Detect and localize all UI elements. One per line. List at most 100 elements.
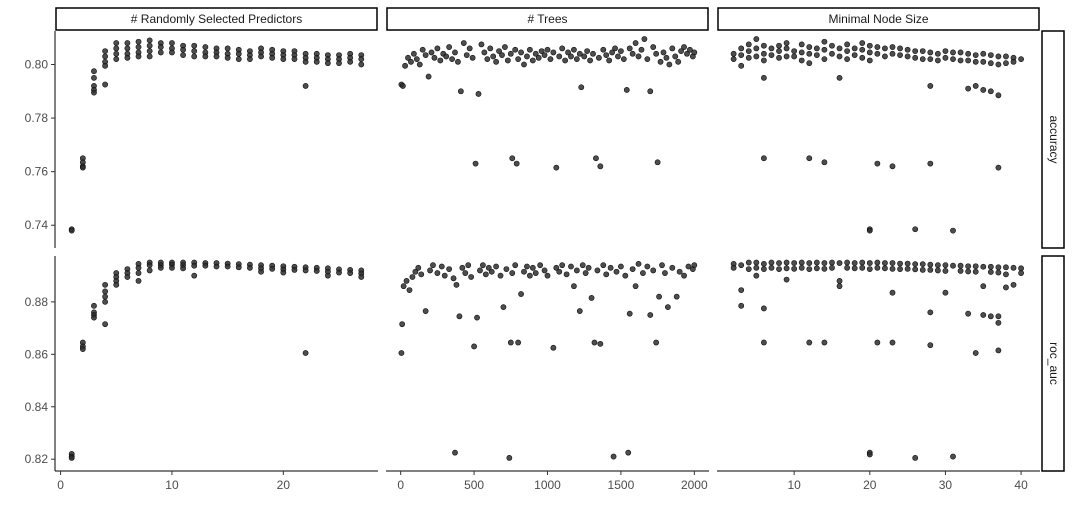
- data-point-accuracy-trees: [654, 159, 661, 166]
- facet-row-label: accuracy: [1047, 115, 1061, 163]
- data-point-accuracy-trees: [684, 50, 690, 57]
- data-point-accuracy-randomly-selected-predictors: [102, 53, 109, 60]
- data-point-roc-auc-minimal-node-size: [1003, 264, 1009, 271]
- data-point-roc-auc-randomly-selected-predictors: [313, 268, 320, 274]
- data-point-accuracy-minimal-node-size: [1003, 53, 1009, 60]
- data-point-accuracy-randomly-selected-predictors: [113, 40, 120, 46]
- data-point-roc-auc-trees: [607, 264, 614, 271]
- data-point-roc-auc-minimal-node-size: [866, 266, 873, 273]
- data-point-accuracy-minimal-node-size: [1018, 56, 1024, 63]
- data-point-roc-auc-trees: [559, 262, 566, 269]
- x-tick-label: 20: [863, 478, 877, 492]
- data-point-accuracy-minimal-node-size: [912, 48, 919, 54]
- x-tick-label: 10: [787, 478, 801, 492]
- data-point-accuracy-randomly-selected-predictors: [79, 164, 86, 171]
- data-point-roc-auc-minimal-node-size: [821, 260, 828, 266]
- data-point-accuracy-minimal-node-size: [798, 49, 805, 56]
- data-point-roc-auc-trees: [398, 350, 405, 356]
- data-point-accuracy-randomly-selected-predictors: [191, 48, 198, 54]
- data-point-accuracy-trees: [618, 48, 624, 54]
- data-point-roc-auc-trees: [422, 308, 429, 314]
- data-point-accuracy-minimal-node-size: [912, 226, 919, 233]
- data-point-roc-auc-trees: [588, 295, 595, 301]
- data-point-accuracy-trees: [507, 50, 514, 57]
- data-point-accuracy-randomly-selected-predictors: [68, 227, 75, 234]
- data-point-accuracy-minimal-node-size: [927, 83, 934, 89]
- data-point-roc-auc-trees: [597, 340, 604, 347]
- data-point-roc-auc-trees: [629, 266, 636, 273]
- x-tick-label: 0: [57, 478, 64, 492]
- data-point-accuracy-minimal-node-size: [927, 160, 934, 167]
- x-tick-label: 2000: [681, 478, 708, 492]
- data-point-accuracy-minimal-node-size: [934, 57, 941, 64]
- data-point-accuracy-minimal-node-size: [897, 45, 903, 52]
- data-point-accuracy-minimal-node-size: [783, 53, 790, 60]
- data-point-accuracy-randomly-selected-predictors: [358, 56, 365, 63]
- x-tick-label: 10: [165, 478, 179, 492]
- data-point-accuracy-minimal-node-size: [972, 83, 979, 89]
- data-point-accuracy-minimal-node-size: [791, 53, 798, 60]
- data-point-accuracy-minimal-node-size: [791, 48, 798, 54]
- data-point-roc-auc-minimal-node-size: [972, 263, 979, 270]
- data-point-accuracy-trees: [499, 52, 505, 59]
- data-point-roc-auc-trees: [479, 262, 486, 269]
- data-point-accuracy-trees: [408, 58, 414, 65]
- data-point-accuracy-trees: [472, 160, 479, 167]
- data-point-roc-auc-trees: [468, 274, 475, 280]
- data-point-roc-auc-minimal-node-size: [851, 265, 858, 272]
- data-point-roc-auc-minimal-node-size: [745, 259, 752, 266]
- data-point-accuracy-trees: [578, 84, 585, 91]
- data-point-accuracy-minimal-node-size: [813, 52, 820, 59]
- data-point-roc-auc-randomly-selected-predictors: [91, 314, 97, 321]
- data-point-roc-auc-randomly-selected-predictors: [102, 298, 109, 305]
- data-point-roc-auc-randomly-selected-predictors: [358, 274, 365, 280]
- data-point-accuracy-minimal-node-size: [874, 160, 881, 167]
- facet-row-label: roc_auc: [1047, 342, 1061, 385]
- data-point-accuracy-minimal-node-size: [798, 57, 805, 64]
- data-point-accuracy-trees: [603, 52, 610, 59]
- data-point-roc-auc-trees: [497, 272, 504, 279]
- data-point-roc-auc-minimal-node-size: [882, 265, 888, 272]
- data-point-roc-auc-randomly-selected-predictors: [213, 263, 220, 270]
- data-point-accuracy-minimal-node-size: [745, 48, 752, 54]
- data-point-accuracy-trees: [687, 46, 693, 53]
- data-point-accuracy-trees: [478, 41, 485, 48]
- data-point-roc-auc-minimal-node-size: [889, 339, 896, 346]
- data-point-accuracy-minimal-node-size: [919, 48, 926, 54]
- data-point-roc-auc-trees: [662, 270, 668, 276]
- data-point-accuracy-trees: [463, 52, 470, 59]
- data-point-accuracy-trees: [413, 56, 420, 63]
- data-point-accuracy-minimal-node-size: [919, 56, 926, 63]
- y-tick-label: 0.84: [25, 400, 49, 414]
- data-point-accuracy-randomly-selected-predictors: [235, 50, 242, 57]
- data-point-roc-auc-trees: [409, 274, 416, 280]
- data-point-roc-auc-minimal-node-size: [851, 260, 858, 266]
- data-point-roc-auc-minimal-node-size: [882, 260, 888, 266]
- data-point-accuracy-randomly-selected-predictors: [146, 42, 153, 49]
- data-point-accuracy-minimal-node-size: [761, 42, 767, 49]
- data-point-accuracy-randomly-selected-predictors: [124, 45, 131, 52]
- data-point-accuracy-minimal-node-size: [806, 50, 813, 57]
- data-point-accuracy-trees: [419, 46, 426, 53]
- data-point-roc-auc-randomly-selected-predictors: [113, 281, 120, 288]
- data-point-roc-auc-trees: [673, 293, 680, 300]
- data-point-roc-auc-trees: [669, 264, 676, 271]
- data-point-accuracy-trees: [663, 54, 670, 61]
- data-point-accuracy-minimal-node-size: [980, 87, 987, 93]
- data-point-accuracy-minimal-node-size: [927, 49, 934, 56]
- data-point-accuracy-trees: [620, 56, 627, 63]
- data-point-accuracy-minimal-node-size: [980, 58, 987, 65]
- data-point-roc-auc-minimal-node-size: [836, 260, 843, 266]
- data-point-accuracy-trees: [416, 61, 423, 68]
- data-point-accuracy-minimal-node-size: [821, 159, 828, 166]
- data-point-accuracy-trees: [638, 46, 645, 53]
- y-tick-label: 0.78: [25, 111, 49, 125]
- data-point-roc-auc-trees: [618, 263, 624, 270]
- data-point-accuracy-randomly-selected-predictors: [191, 42, 198, 49]
- data-point-roc-auc-minimal-node-size: [942, 262, 949, 269]
- data-point-roc-auc-trees: [400, 283, 407, 290]
- data-point-accuracy-trees: [434, 45, 441, 52]
- data-point-accuracy-minimal-node-size: [957, 49, 964, 56]
- data-point-accuracy-trees: [691, 49, 698, 56]
- data-point-roc-auc-minimal-node-size: [1003, 284, 1009, 291]
